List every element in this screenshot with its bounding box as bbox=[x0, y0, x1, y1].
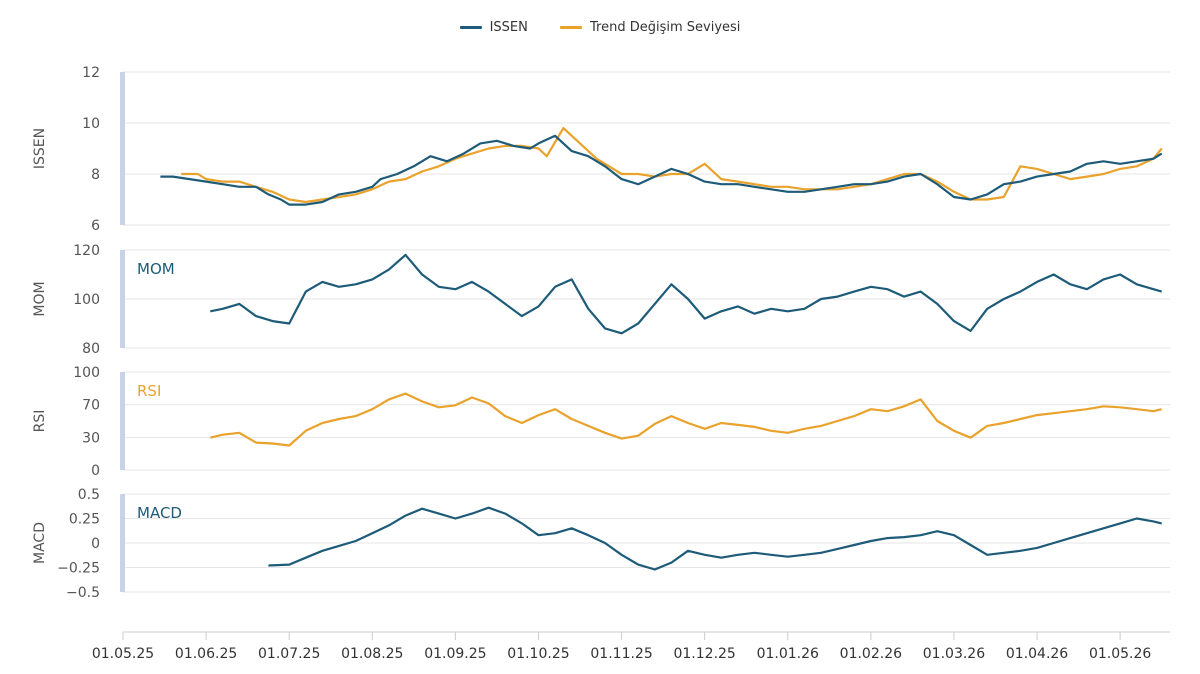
rsi-panel: 100 70 30 0 RSI RSI bbox=[32, 365, 1170, 479]
series-line-rsi bbox=[210, 392, 1162, 447]
x-tick-label: 01.01.26 bbox=[757, 646, 819, 662]
y-tick-label: 0.25 bbox=[69, 512, 100, 528]
y-tick-label: 70 bbox=[82, 398, 100, 414]
legend-label-issen: ISSEN bbox=[489, 20, 528, 35]
x-tick-label: 01.09.25 bbox=[424, 646, 486, 662]
y-tick-label: 100 bbox=[73, 292, 100, 308]
legend-label-trend: Trend Değişim Seviyesi bbox=[590, 20, 741, 35]
series-line-trend-değişim-seviyesi bbox=[181, 127, 1163, 204]
x-tick-label: 01.02.26 bbox=[840, 646, 902, 662]
y-tick-label: 30 bbox=[82, 430, 100, 446]
x-tick-label: 01.05.26 bbox=[1089, 646, 1151, 662]
series-line-macd bbox=[268, 506, 1162, 571]
x-tick-label: 01.06.25 bbox=[175, 646, 237, 662]
y-tick-label: −0.5 bbox=[66, 585, 100, 601]
series-line-issen bbox=[160, 134, 1163, 206]
y-axis-bar bbox=[120, 72, 125, 225]
issen-panel: 12 10 8 6 ISSEN bbox=[32, 65, 1170, 234]
y-axis-label: MOM bbox=[32, 281, 48, 316]
y-tick-label: 6 bbox=[91, 218, 100, 234]
y-tick-label: 80 bbox=[82, 341, 100, 357]
x-tick-label: 01.07.25 bbox=[258, 646, 320, 662]
y-axis-label: MACD bbox=[32, 522, 48, 564]
y-axis-label: ISSEN bbox=[32, 128, 48, 169]
y-tick-label: 100 bbox=[73, 365, 100, 381]
mom-panel: 120 100 80 MOM MOM bbox=[32, 243, 1170, 357]
legend-item-issen[interactable]: ISSEN bbox=[459, 20, 528, 35]
y-tick-label: 10 bbox=[82, 116, 100, 132]
y-axis-bar bbox=[120, 372, 125, 470]
x-tick-label: 01.08.25 bbox=[341, 646, 403, 662]
y-tick-label: 8 bbox=[91, 167, 100, 183]
y-tick-label: −0.25 bbox=[57, 561, 100, 577]
chart-legend: ISSEN Trend Değişim Seviyesi bbox=[0, 18, 1200, 35]
x-tick-label: 01.12.25 bbox=[673, 646, 735, 662]
y-tick-label: 0.5 bbox=[78, 487, 100, 503]
y-tick-label: 0 bbox=[91, 463, 100, 479]
macd-panel: 0.5 0.25 0 −0.25 −0.5 MACD MACD bbox=[32, 487, 1170, 601]
legend-swatch-trend bbox=[560, 26, 582, 29]
x-tick-label: 01.05.25 bbox=[92, 646, 154, 662]
y-tick-label: 120 bbox=[73, 243, 100, 259]
y-axis-label: RSI bbox=[32, 410, 48, 433]
panel-title: RSI bbox=[137, 382, 161, 400]
legend-swatch-issen bbox=[459, 26, 482, 29]
x-tick-label: 01.11.25 bbox=[590, 646, 652, 662]
y-tick-label: 0 bbox=[91, 536, 100, 552]
series-line-mom bbox=[210, 253, 1163, 335]
x-tick-label: 01.04.26 bbox=[1006, 646, 1068, 662]
y-tick-label: 12 bbox=[82, 65, 100, 81]
x-tick-label: 01.03.26 bbox=[923, 646, 985, 662]
legend-item-trend[interactable]: Trend Değişim Seviyesi bbox=[560, 20, 740, 35]
panel-title: MOM bbox=[137, 260, 175, 278]
y-axis-bar bbox=[120, 250, 125, 348]
x-tick-label: 01.10.25 bbox=[507, 646, 569, 662]
y-axis-bar bbox=[120, 494, 125, 592]
panel-title: MACD bbox=[137, 504, 182, 522]
